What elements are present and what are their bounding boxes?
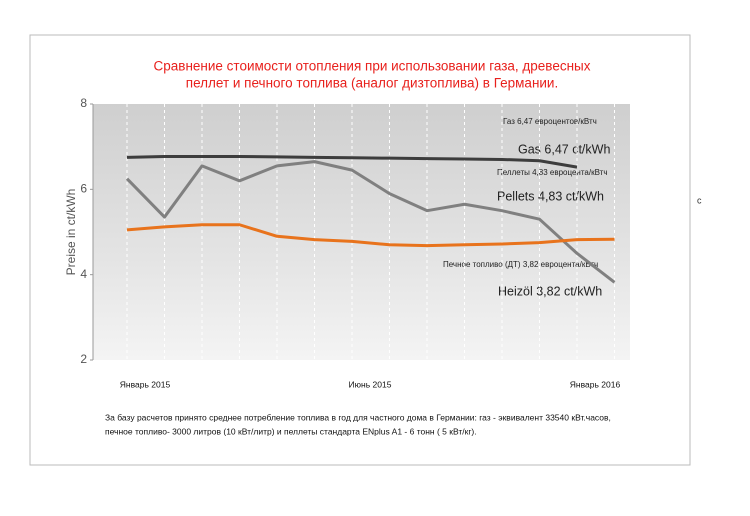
- line: [126, 154, 578, 169]
- fragment: c: [697, 195, 702, 205]
- x-tick-label: Январь 2016: [570, 379, 621, 389]
- x-tick-label: Июнь 2015: [349, 379, 392, 389]
- footnote: печное топливо- 3000 литров (10 кВт/литр…: [105, 426, 477, 436]
- footnote: За базу расчетов принято среднее потребл…: [105, 412, 611, 422]
- annotation: Gas 6,47 ct/kWh: [518, 142, 610, 156]
- line: [125, 160, 616, 284]
- title: пеллет и печного топлива (аналог дизтопл…: [186, 76, 558, 91]
- frame: [29, 34, 691, 466]
- y-axis-label: Preise in ct/kWh: [64, 189, 78, 276]
- annotation: Газ 6,47 евроцентов/кВтч: [503, 117, 597, 126]
- line: [126, 223, 615, 248]
- y-tick-label: 2: [80, 352, 87, 366]
- y-tick-label: 8: [80, 96, 87, 110]
- y-tick-label: 6: [80, 182, 87, 196]
- title: Сравнение стоимости отопления при исполь…: [154, 59, 591, 74]
- plot-area: [93, 104, 630, 360]
- annotation: Heizöl 3,82 ct/kWh: [498, 284, 602, 298]
- y-tick-label: 4: [80, 267, 87, 281]
- annotation: Пеллеты 4,83 евроцента/кВтч: [497, 168, 608, 177]
- annotation: Печное топливо (ДТ) 3,82 евроцента/кВтч: [443, 260, 598, 269]
- x-tick-label: Январь 2015: [120, 379, 171, 389]
- annotation: Pellets 4,83 ct/kWh: [497, 189, 604, 203]
